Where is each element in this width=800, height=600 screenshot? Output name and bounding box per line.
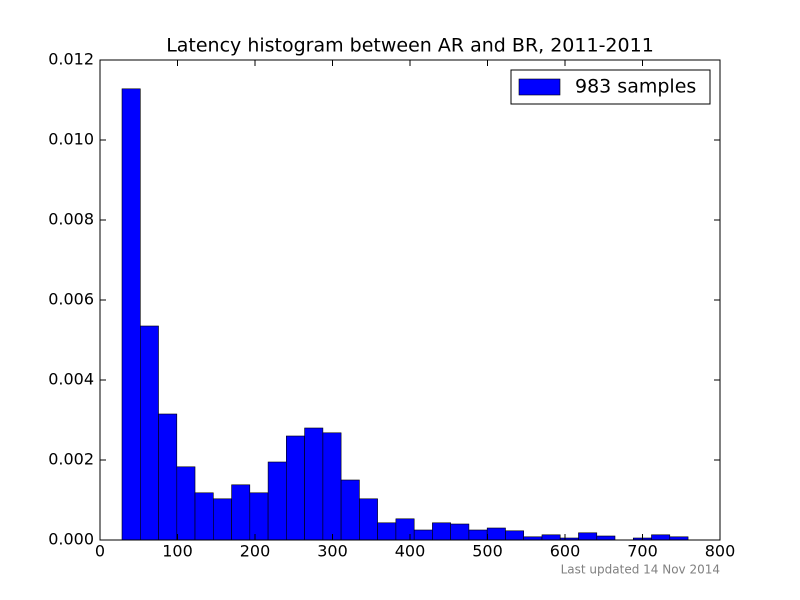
- y-tick-label: 0.008: [48, 210, 94, 229]
- x-tick-label: 500: [472, 542, 503, 561]
- bar: [432, 522, 451, 541]
- bar: [249, 492, 269, 541]
- bar: [541, 534, 561, 541]
- footer: Last updated 14 Nov 2014: [561, 563, 720, 577]
- bar: [140, 325, 159, 541]
- x-tick-label: 0: [95, 542, 105, 561]
- bar: [505, 530, 524, 541]
- y-tick-label: 0.004: [48, 370, 94, 389]
- bar: [395, 518, 415, 541]
- bar: [359, 498, 378, 541]
- bar: [267, 461, 287, 541]
- bar: [213, 498, 232, 541]
- bar: [450, 523, 470, 541]
- bar: [596, 535, 616, 541]
- y-tick-label: 0.006: [48, 290, 94, 309]
- bar: [231, 484, 251, 541]
- bar: [377, 522, 397, 541]
- bar: [322, 432, 342, 541]
- bar: [468, 529, 488, 541]
- legend-swatch: [518, 78, 561, 96]
- bar: [158, 413, 178, 541]
- bar: [176, 466, 196, 541]
- x-tick-label: 700: [627, 542, 658, 561]
- x-tick-label: 600: [550, 542, 581, 561]
- bar: [578, 532, 598, 541]
- bar: [304, 427, 324, 541]
- y-tick-label: 0.012: [48, 50, 94, 69]
- x-tick-label: 200: [240, 542, 271, 561]
- chart-title: Latency histogram between AR and BR, 201…: [166, 35, 654, 57]
- legend-label: 983 samples: [575, 76, 696, 98]
- y-tick-label: 0.000: [48, 530, 94, 549]
- x-tick-label: 400: [395, 542, 426, 561]
- x-tick-label: 300: [317, 542, 348, 561]
- bar: [340, 479, 360, 541]
- y-tick-label: 0.010: [48, 130, 94, 149]
- bar: [286, 435, 305, 541]
- bar: [486, 527, 506, 541]
- y-tick-label: 0.002: [48, 450, 94, 469]
- bar: [413, 529, 433, 541]
- bar: [651, 534, 671, 541]
- x-tick-label: 100: [162, 542, 193, 561]
- bar: [194, 492, 214, 541]
- bar: [121, 88, 141, 541]
- x-tick-label: 800: [705, 542, 736, 561]
